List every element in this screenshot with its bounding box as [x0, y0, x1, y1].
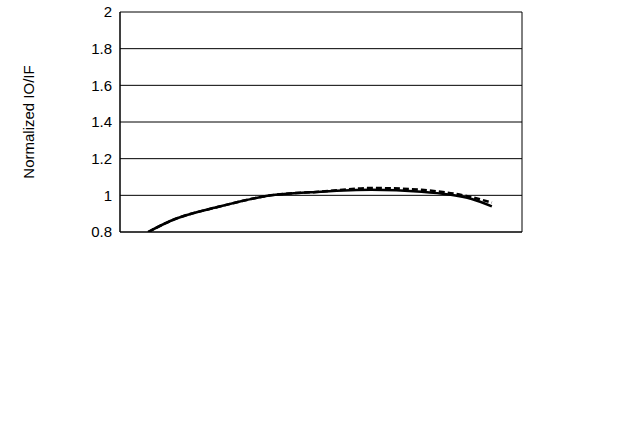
svg-text:1: 1 [104, 187, 112, 204]
svg-text:Normalized IO/IF: Normalized IO/IF [20, 65, 37, 178]
svg-text:1.2: 1.2 [91, 150, 112, 167]
svg-text:1.6: 1.6 [91, 77, 112, 94]
svg-text:1.8: 1.8 [91, 40, 112, 57]
svg-text:0.8: 0.8 [91, 223, 112, 240]
svg-text:2: 2 [104, 3, 112, 20]
svg-text:1.4: 1.4 [91, 113, 112, 130]
